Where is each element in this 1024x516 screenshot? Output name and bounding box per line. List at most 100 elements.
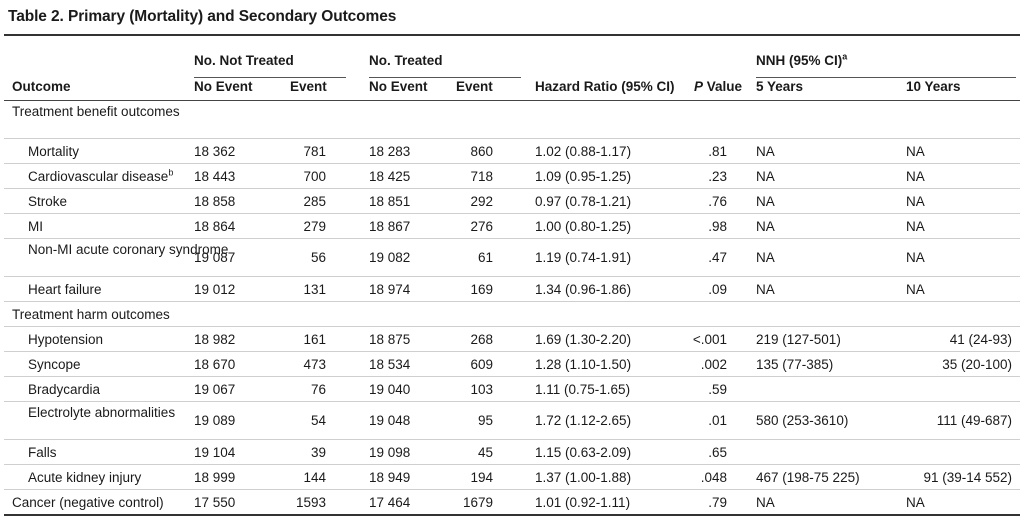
- table-row: Bradycardia 19 067 76 19 040 103 1.11 (0.75-1…: [4, 377, 1020, 402]
- cell-10-years: 111 (49-687): [936, 413, 1012, 428]
- col-nt-no-event: No Event: [194, 79, 253, 94]
- group-nnh: NNH (95% CI)a: [756, 51, 848, 68]
- cell-nt-no-event: 19 067: [194, 382, 236, 397]
- cell-10-years: NA: [906, 495, 925, 510]
- cell-nt-no-event: 19 089: [194, 413, 236, 428]
- cell-hazard-ratio: 1.01 (0.92-1.11): [535, 495, 631, 510]
- cell-t-event: 292: [470, 194, 493, 209]
- cell-p-value: .81: [708, 144, 727, 159]
- col-hazard-ratio: Hazard Ratio (95% CI): [535, 79, 675, 94]
- cell-nt-event: 56: [310, 250, 326, 265]
- col-p-value: P Value: [694, 79, 742, 94]
- cell-p-value: .09: [708, 282, 727, 297]
- section-row: Treatment harm outcomes: [4, 302, 1020, 327]
- cell-nt-event: 1593: [295, 495, 326, 510]
- group-treated: No. Treated: [369, 53, 443, 68]
- row-label: Falls: [28, 445, 57, 460]
- cell-hazard-ratio: 1.72 (1.12-2.65): [535, 413, 632, 428]
- row-label-text: Syncope: [28, 357, 81, 372]
- row-label: Syncope: [28, 357, 81, 372]
- cell-10-years: NA: [906, 169, 925, 184]
- cell-t-no-event: 19 098: [369, 445, 411, 460]
- row-label-text: Mortality: [28, 144, 80, 159]
- cell-nt-no-event: 18 670: [194, 357, 236, 372]
- cell-hazard-ratio: 1.69 (1.30-2.20): [535, 332, 632, 347]
- cell-t-no-event: 18 867: [369, 219, 411, 234]
- group-nnh-text: NNH (95% CI): [756, 53, 843, 68]
- cell-nt-no-event: 19 087: [194, 250, 236, 265]
- cell-hazard-ratio: 0.97 (0.78-1.21): [535, 194, 632, 209]
- footnote-marker: a: [842, 51, 848, 62]
- cell-nt-event: 76: [310, 382, 326, 397]
- cell-5-years: NA: [756, 169, 775, 184]
- cell-10-years: 41 (24-93): [949, 332, 1012, 347]
- cell-t-event: 1679: [462, 495, 493, 510]
- row-label-text: Bradycardia: [28, 382, 101, 397]
- cell-nt-no-event: 18 443: [194, 169, 236, 184]
- cell-t-no-event: 18 949: [369, 470, 411, 485]
- group-not-treated: No. Not Treated: [194, 53, 294, 68]
- cell-5-years: NA: [756, 282, 775, 297]
- cell-nt-no-event: 18 982: [194, 332, 236, 347]
- cell-p-value: .23: [708, 169, 727, 184]
- cell-hazard-ratio: 1.15 (0.63-2.09): [535, 445, 632, 460]
- cell-p-value: .59: [708, 382, 727, 397]
- cell-t-no-event: 17 464: [369, 495, 411, 510]
- cell-t-no-event: 19 040: [369, 382, 411, 397]
- row-label: MI: [28, 219, 43, 234]
- col-nt-event: Event: [290, 79, 327, 94]
- cell-5-years: NA: [756, 495, 775, 510]
- row-label-text: MI: [28, 219, 43, 234]
- col-5-years: 5 Years: [756, 79, 804, 94]
- p-italic: P: [694, 79, 704, 94]
- cell-hazard-ratio: 1.28 (1.10-1.50): [535, 357, 632, 372]
- cell-p-value: .76: [708, 194, 727, 209]
- cell-p-value: .79: [708, 495, 727, 510]
- cell-nt-no-event: 18 858: [194, 194, 236, 209]
- cell-t-event: 276: [470, 219, 493, 234]
- col-10-years: 10 Years: [906, 79, 961, 94]
- row-label: Acute kidney injury: [28, 470, 141, 485]
- cell-nt-event: 285: [303, 194, 326, 209]
- cell-t-no-event: 18 425: [369, 169, 411, 184]
- table-row: Acute kidney injury 18 999 144 18 949 194 1.3…: [4, 465, 1020, 490]
- table-row: Hypotension 18 982 161 18 875 268 1.69 (1.30-…: [4, 327, 1020, 352]
- cell-nt-event: 39: [310, 445, 326, 460]
- cell-t-event: 194: [470, 470, 493, 485]
- cell-nt-event: 781: [303, 144, 326, 159]
- footnote-marker: b: [168, 167, 174, 178]
- p-rest: Value: [703, 79, 743, 94]
- cell-10-years: NA: [906, 219, 925, 234]
- table-row: Cardiovascular diseaseb 18 443 700 18 425 71…: [4, 164, 1020, 189]
- cell-t-event: 95: [477, 413, 493, 428]
- table-row: Syncope 18 670 473 18 534 609 1.28 (1.10-1.50…: [4, 352, 1020, 377]
- table-row: Electrolyte abnormalities 19 089 54 19 048 9…: [4, 402, 1020, 440]
- table-row: MI 18 864 279 18 867 276 1.00 (0.80-1.25) .98 N…: [4, 214, 1020, 239]
- cell-5-years: 219 (127-501): [756, 332, 841, 347]
- cell-t-event: 860: [470, 144, 493, 159]
- table-row: Falls 19 104 39 19 098 45 1.15 (0.63-2.09) .65: [4, 440, 1020, 465]
- cell-5-years: 580 (253-3610): [756, 413, 849, 428]
- cell-nt-event: 161: [303, 332, 326, 347]
- cell-10-years: 91 (39-14 552): [923, 470, 1012, 485]
- cell-nt-event: 131: [303, 282, 326, 297]
- row-label-text: Treatment harm outcomes: [12, 307, 170, 322]
- table-header: No. Not Treated No. Treated NNH (95% CI)…: [4, 36, 1020, 101]
- cell-10-years: 35 (20-100): [942, 357, 1012, 372]
- table-body: Treatment benefit outcomes Mortality 18 36…: [4, 101, 1020, 516]
- cell-nt-no-event: 19 012: [194, 282, 236, 297]
- row-label-text: Stroke: [28, 194, 68, 209]
- cell-hazard-ratio: 1.37 (1.00-1.88): [535, 470, 632, 485]
- cell-10-years: NA: [906, 144, 925, 159]
- cell-nt-event: 473: [303, 357, 326, 372]
- cell-hazard-ratio: 1.34 (0.96-1.86): [535, 282, 632, 297]
- cell-t-no-event: 18 534: [369, 357, 411, 372]
- cell-p-value: <.001: [692, 332, 727, 347]
- row-label-text: Cardiovascular disease: [28, 169, 169, 184]
- cell-nt-no-event: 18 864: [194, 219, 236, 234]
- cell-5-years: NA: [756, 194, 775, 209]
- row-label: Mortality: [28, 144, 79, 159]
- cell-p-value: .048: [700, 470, 727, 485]
- cell-nt-no-event: 19 104: [194, 445, 236, 460]
- row-label-text: Acute kidney injury: [28, 470, 142, 485]
